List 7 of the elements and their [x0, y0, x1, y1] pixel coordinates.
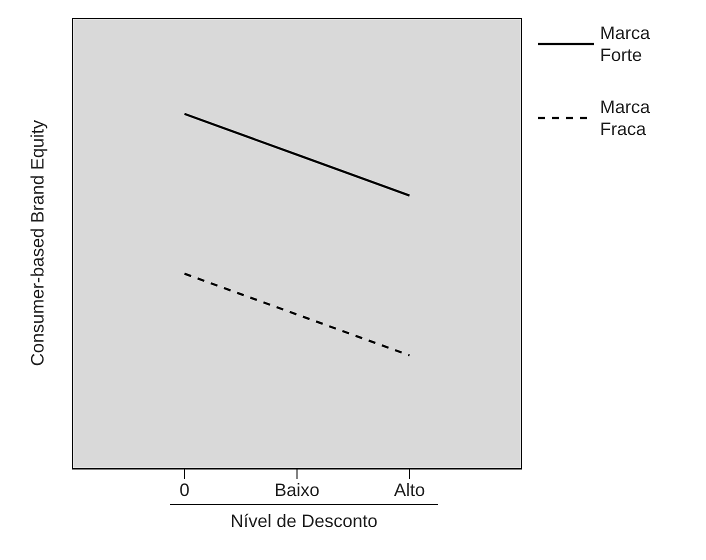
legend-label: Marca Fraca [600, 96, 652, 140]
x-tick-label: Alto [394, 480, 426, 500]
y-axis-title: Consumer-based Brand Equity [28, 120, 48, 366]
x-tick-label: 0 [179, 480, 190, 500]
x-tick-label: Baixo [274, 480, 320, 500]
x-axis-title: Nível de Desconto [170, 504, 438, 532]
legend-label: Marca Forte [600, 22, 652, 66]
